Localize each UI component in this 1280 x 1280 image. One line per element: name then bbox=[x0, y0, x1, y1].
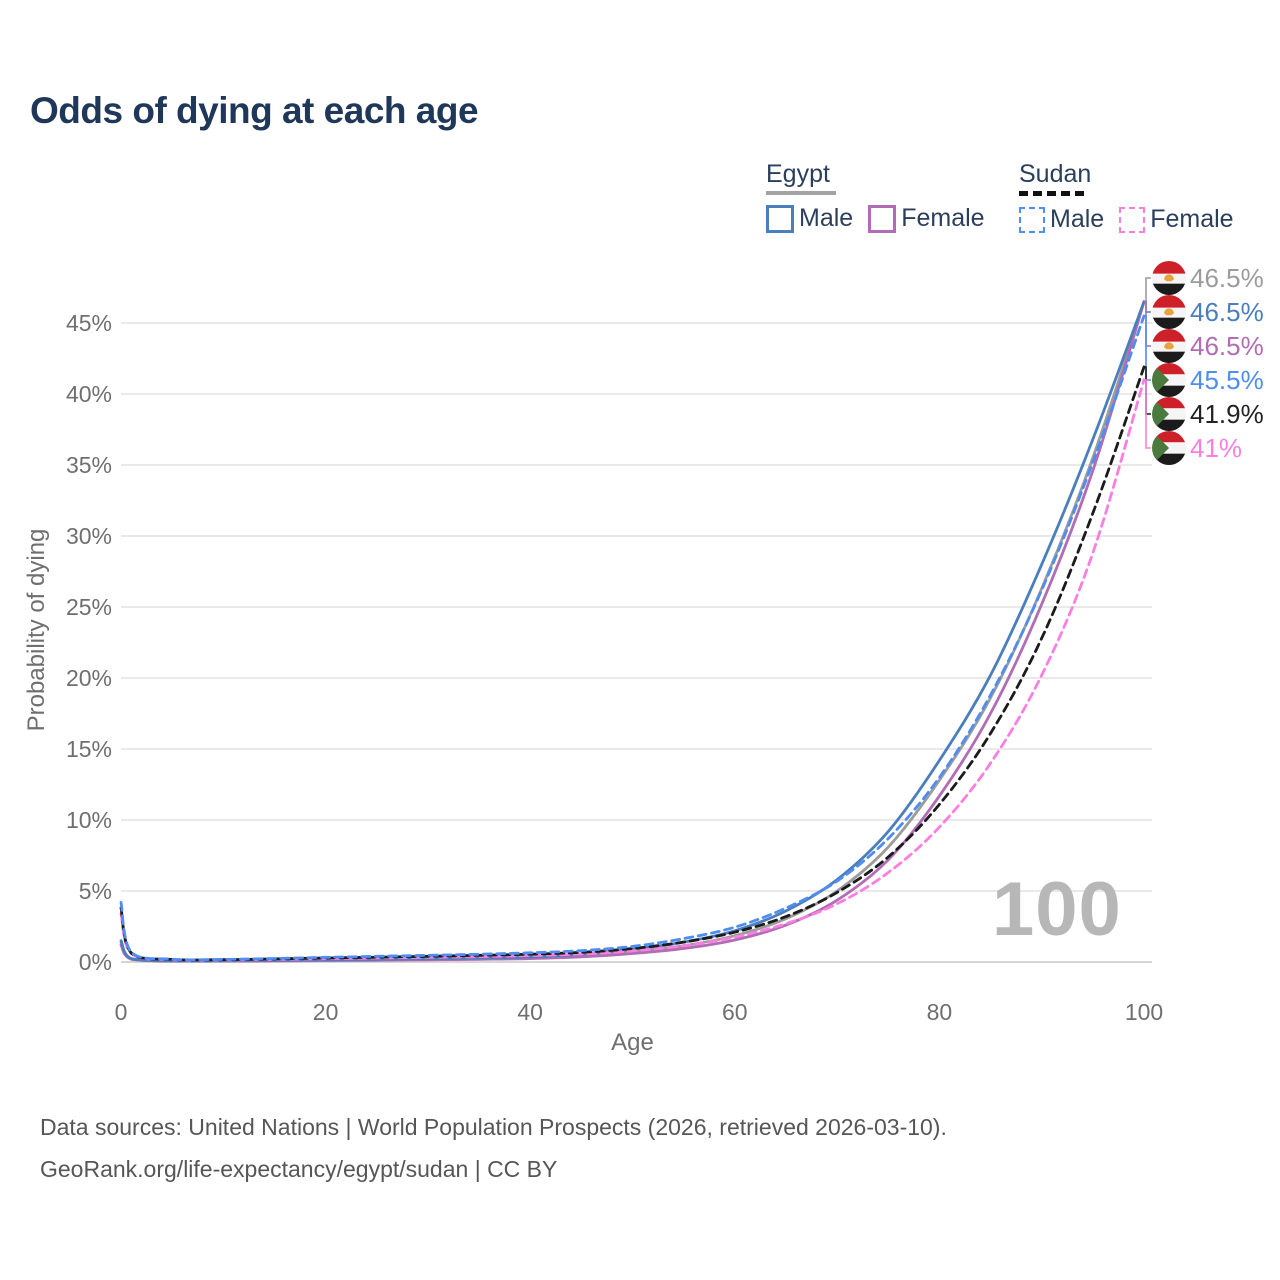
series-line-sudan-female[interactable] bbox=[119, 378, 1146, 962]
end-value-label-egypt-female: 46.5% bbox=[1190, 331, 1264, 361]
legend-item-sudan-male[interactable]: Male bbox=[1019, 205, 1104, 234]
end-value-label-egypt-both: 46.5% bbox=[1190, 263, 1264, 293]
end-value-label-sudan-female: 41% bbox=[1190, 433, 1242, 463]
y-tick-label: 30% bbox=[66, 523, 112, 549]
flag-sudan-icon bbox=[1152, 397, 1186, 431]
y-tick-label: 5% bbox=[79, 878, 112, 904]
flag-egypt-icon bbox=[1152, 261, 1186, 295]
x-tick-label: 20 bbox=[313, 999, 339, 1025]
series-line-egypt-both[interactable] bbox=[119, 300, 1146, 963]
end-connector-sudan-male bbox=[1144, 315, 1151, 381]
end-labels: 46.5% 46.5% 46.5% 45.5% 41.9% 41% bbox=[1144, 261, 1264, 465]
legend-item-label: Female bbox=[901, 204, 985, 232]
series-lines bbox=[119, 300, 1146, 963]
data-source-line: Data sources: United Nations | World Pop… bbox=[40, 1114, 947, 1140]
x-tick-label: 80 bbox=[927, 999, 953, 1025]
legend-item-label: Male bbox=[1050, 205, 1105, 233]
end-connector-egypt-male bbox=[1144, 300, 1151, 313]
y-tick-label: 25% bbox=[66, 594, 112, 620]
legend-sudan-line-sample bbox=[1019, 191, 1089, 196]
x-axis-title: Age bbox=[611, 1029, 654, 1056]
page-title: Odds of dying at each age bbox=[30, 90, 479, 131]
legend-item-egypt-male[interactable]: Male bbox=[766, 204, 853, 233]
footer: Data sources: United Nations | World Pop… bbox=[40, 1106, 947, 1190]
series-line-sudan-male[interactable] bbox=[119, 314, 1146, 962]
x-tick-label: 0 bbox=[115, 999, 128, 1025]
end-connector-sudan-female bbox=[1144, 379, 1151, 449]
end-connector-egypt-both bbox=[1144, 277, 1151, 303]
y-axis-title: Probability of dying bbox=[23, 529, 50, 732]
sudan-female-swatch-icon bbox=[1119, 206, 1146, 233]
y-tick-label: 20% bbox=[66, 665, 112, 691]
egypt-female-swatch-icon bbox=[868, 204, 897, 233]
legend-sudan-label[interactable]: Sudan bbox=[1019, 160, 1092, 188]
legend-item-egypt-female[interactable]: Female bbox=[868, 204, 985, 233]
end-value-label-egypt-male: 46.5% bbox=[1190, 297, 1264, 327]
y-tick-label: 10% bbox=[66, 807, 112, 833]
x-tick-label: 40 bbox=[517, 999, 543, 1025]
legend-egypt-label[interactable]: Egypt bbox=[766, 160, 830, 188]
legend-item-label: Female bbox=[1150, 205, 1234, 233]
flag-sudan-icon bbox=[1152, 431, 1186, 465]
sudan-male-swatch-icon bbox=[1019, 206, 1045, 233]
y-tick-label: 0% bbox=[79, 949, 112, 975]
x-tick-label: 60 bbox=[722, 999, 748, 1025]
x-tick-label: 100 bbox=[1125, 999, 1163, 1025]
series-line-egypt-female[interactable] bbox=[119, 300, 1146, 963]
flag-egypt-icon bbox=[1152, 295, 1186, 329]
end-connector-sudan-both bbox=[1144, 366, 1151, 415]
series-line-sudan-both[interactable] bbox=[119, 365, 1146, 962]
legend-group-sudan: Sudan Male Female bbox=[1019, 160, 1249, 234]
legend-item-label: Male bbox=[799, 204, 854, 232]
y-tick-label: 35% bbox=[66, 452, 112, 478]
end-value-label-sudan-both: 41.9% bbox=[1190, 399, 1264, 429]
flag-sudan-icon bbox=[1152, 363, 1186, 397]
y-tick-label: 40% bbox=[66, 381, 112, 407]
legend-group-egypt: Egypt Male Female bbox=[766, 160, 1000, 233]
hovered-age-watermark: 100 bbox=[992, 867, 1122, 952]
legend-egypt-line-sample bbox=[766, 191, 836, 195]
legend-item-sudan-female[interactable]: Female bbox=[1119, 205, 1234, 234]
flag-egypt-icon bbox=[1152, 329, 1186, 363]
egypt-male-swatch-icon bbox=[766, 204, 794, 233]
axes: 0% 5% 10% 15% 20% 25% 30% 35% 40% 45% 0 20 40 60 80 100… bbox=[23, 310, 1163, 1056]
y-tick-label: 45% bbox=[66, 310, 112, 336]
attribution-line[interactable]: GeoRank.org/life-expectancy/egypt/sudan … bbox=[40, 1156, 558, 1182]
series-line-egypt-male[interactable] bbox=[119, 300, 1146, 963]
end-value-label-sudan-male: 45.5% bbox=[1190, 365, 1264, 395]
y-tick-label: 15% bbox=[66, 736, 112, 762]
